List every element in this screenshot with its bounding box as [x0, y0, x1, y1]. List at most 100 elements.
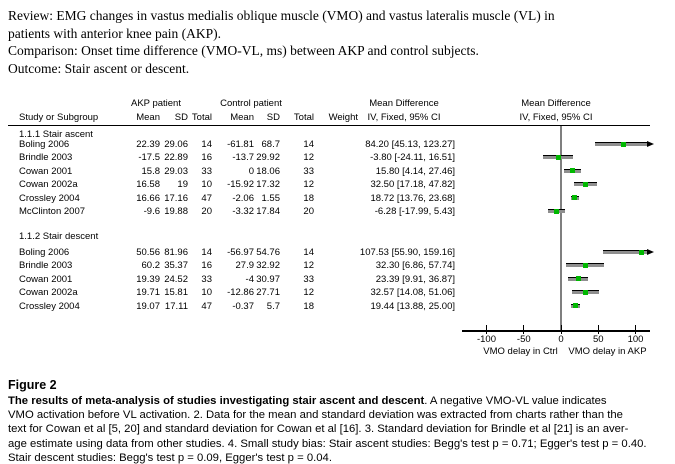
forest-point-estimate	[575, 276, 581, 282]
mean-difference-text-header: Mean Difference	[369, 98, 439, 109]
table-cell-n1: 20	[201, 206, 212, 217]
x-axis-tick-label: -50	[516, 334, 531, 345]
table-cell-sd1: 81.96	[164, 247, 188, 258]
forest-zero-line	[560, 126, 562, 331]
table-cell-m2: 0	[248, 165, 254, 177]
table-cell-ci: -3.80 [-24.11, 16.51]	[370, 152, 455, 164]
table-cell-m1: 22.39	[136, 139, 160, 150]
x-axis-tick	[597, 325, 599, 334]
table-cell-m2: -4	[245, 273, 254, 285]
caption-line: text for Cowan et al [5, 20] and standar…	[8, 423, 629, 436]
table-cell-sd1: 24.52	[164, 273, 188, 285]
table-cell-ci: -6.28 [-17.99, 5.43]	[374, 206, 455, 217]
table-row-study: Crossley 2004	[19, 192, 80, 204]
col-iv-fixed-ci-plot: IV, Fixed, 95% CI	[519, 112, 593, 123]
mean-difference-plot-header: Mean Difference	[521, 98, 591, 109]
table-cell-sd1: 22.89	[164, 152, 188, 164]
table-row-study: McClinton 2007	[19, 206, 86, 217]
x-axis-label-right: VMO delay in AKP	[568, 346, 647, 357]
table-cell-n2: 12	[303, 287, 314, 299]
subgroup-label: 1.1.1 Stair ascent	[19, 129, 93, 140]
table-cell-n1: 14	[201, 139, 212, 150]
table-cell-m2: -15.92	[227, 179, 254, 191]
x-axis-tick	[486, 325, 487, 334]
col-ctrl-sd: SD	[266, 112, 280, 123]
table-cell-m2: -13.7	[232, 152, 254, 164]
table-cell-ci: 32.57 [14.08, 51.06]	[370, 287, 455, 299]
table-cell-n1: 10	[201, 179, 212, 191]
table-cell-sd1: 15.81	[164, 287, 188, 299]
table-row-study: Cowan 2002a	[19, 287, 78, 299]
col-study-or-subgroup: Study or Subgroup	[19, 112, 99, 123]
table-cell-sd2: 1.55	[261, 192, 281, 204]
table-row-study: Boling 2006	[19, 247, 70, 258]
x-axis-tick	[523, 325, 525, 334]
col-ctrl-total: Total	[293, 112, 314, 123]
table-cell-n2: 14	[303, 247, 314, 258]
forest-point-estimate	[570, 168, 576, 174]
table-cell-ci: 32.30 [6.86, 57.74]	[375, 260, 455, 272]
table-cell-n2: 12	[303, 179, 314, 191]
table-cell-n2: 18	[303, 300, 314, 312]
table-cell-sd1: 29.06	[164, 139, 188, 150]
table-cell-m1: 15.8	[141, 165, 161, 177]
review-line: Comparison: Onset time difference (VMO-V…	[8, 43, 479, 58]
x-axis-tick-label: 100	[627, 334, 644, 345]
forest-point-estimate	[572, 195, 578, 201]
caption-bold-lead: The results of meta-analysis of studies …	[8, 395, 425, 407]
x-axis-tick	[635, 325, 636, 334]
table-cell-m1: 60.2	[141, 260, 161, 272]
review-line: patients with anterior knee pain (AKP).	[8, 25, 221, 41]
table-cell-sd1: 17.16	[164, 192, 188, 204]
col-akp-total: Total	[191, 112, 212, 123]
col-akp-mean: Mean	[136, 112, 160, 123]
table-cell-n1: 47	[201, 192, 212, 204]
review-line: Review: EMG changes in vastus medialis o…	[8, 8, 555, 23]
table-cell-m2: 27.9	[235, 260, 255, 272]
forest-point-estimate	[638, 249, 644, 255]
table-cell-sd2: 68.7	[261, 139, 281, 150]
forest-arrow-right	[647, 140, 654, 147]
table-cell-n2: 12	[303, 152, 314, 164]
forest-point-estimate	[553, 208, 559, 214]
figure-label: Figure 2	[8, 378, 57, 392]
table-cell-ci: 84.20 [45.13, 123.27]	[365, 139, 455, 150]
table-cell-sd2: 5.7	[266, 300, 280, 312]
table-row-study: Brindle 2003	[19, 260, 73, 272]
table-cell-m1: 19.71	[136, 287, 160, 299]
table-row-study: Cowan 2001	[19, 165, 73, 177]
table-cell-n2: 33	[303, 165, 314, 177]
table-cell-sd2: 18.06	[256, 165, 280, 177]
forest-point-estimate	[555, 154, 561, 160]
table-cell-m1: 19.07	[136, 300, 160, 312]
review-line: Outcome: Stair ascent or descent.	[8, 60, 190, 76]
figure-caption: The results of meta-analysis of studies …	[8, 394, 647, 464]
table-cell-n1: 14	[201, 247, 212, 258]
table-cell-m2: -0.37	[232, 300, 254, 312]
table-cell-n2: 12	[303, 260, 314, 272]
table-cell-m1: 50.56	[136, 247, 160, 258]
forest-point-estimate	[573, 303, 578, 309]
forest-point-estimate	[582, 289, 588, 295]
table-row-study: Boling 2006	[19, 139, 70, 150]
table-cell-ci: 32.50 [17.18, 47.82]	[370, 179, 455, 191]
table-cell-m2: -56.97	[227, 247, 254, 258]
x-axis-label-left: VMO delay in Ctrl	[483, 346, 558, 357]
review-header: Review: EMG changes in vastus medialis o…	[8, 7, 555, 77]
forest-point-estimate	[621, 141, 627, 147]
table-cell-n1: 10	[201, 287, 212, 299]
x-axis-line	[462, 330, 650, 332]
table-row-study: Brindle 2003	[19, 152, 73, 164]
caption-line: Stair descent studies: Begg's test p = 0…	[8, 451, 332, 464]
col-weight: Weight	[328, 112, 358, 123]
table-cell-ci: 15.80 [4.14, 27.46]	[375, 165, 455, 177]
table-cell-n2: 20	[303, 206, 314, 217]
table-cell-ci: 18.72 [13.76, 23.68]	[370, 192, 455, 204]
table-cell-sd2: 54.76	[256, 247, 280, 258]
caption-line: VMO activation before VL activation. 2. …	[8, 409, 623, 422]
control-patient-header: Control patient	[220, 98, 282, 109]
table-cell-sd2: 17.32	[256, 179, 280, 191]
table-cell-n1: 16	[201, 152, 212, 164]
table-cell-n2: 18	[303, 192, 314, 204]
table-cell-sd1: 19.88	[164, 206, 188, 217]
